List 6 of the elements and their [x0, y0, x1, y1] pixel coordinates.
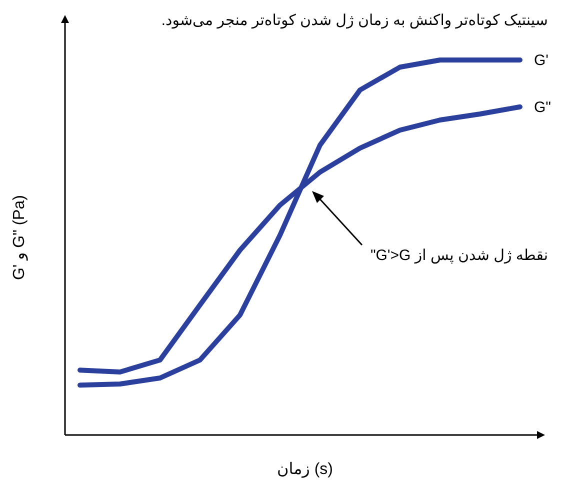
chart-title: سینتیک کوتاه‌تر واکنش به زمان ژل شدن کوتاه‌تر منجر می‌شود.: [161, 12, 548, 29]
y-axis-title: G' و G" (Pa): [11, 195, 28, 280]
series-label: G": [534, 98, 551, 116]
annotation: نقطه ژل شدن پس از G'>G": [370, 247, 548, 264]
series-label: G': [534, 52, 549, 69]
x-axis-title: زمان (s): [276, 461, 334, 478]
